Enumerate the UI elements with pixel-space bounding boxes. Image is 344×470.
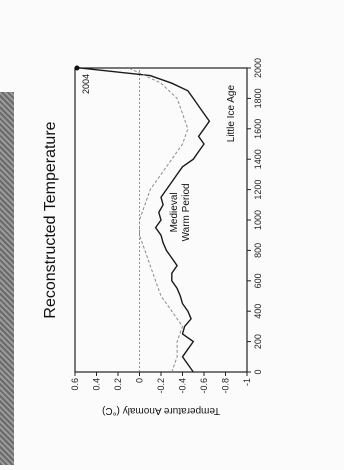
y-tick-label: 0.4 bbox=[92, 378, 102, 391]
x-tick-label: 1600 bbox=[253, 119, 263, 139]
x-tick-label: 600 bbox=[253, 273, 263, 288]
x-tick-label: 2000 bbox=[253, 58, 263, 78]
y-tick-label: -0.8 bbox=[221, 378, 231, 394]
x-tick-label: 1200 bbox=[253, 180, 263, 200]
x-tick-label: 400 bbox=[253, 304, 263, 319]
y-tick-label: 0 bbox=[135, 378, 145, 383]
chart-title: Reconstructed Temperature bbox=[42, 121, 59, 318]
medieval-annotation: Medieval bbox=[169, 192, 180, 232]
little-ice-age-annotation: Little Ice Age bbox=[226, 85, 237, 143]
rotated-chart-group: 0.6 0.4 0.2 0 -0.2 -0.4 -0.6 -0.8 -1020040060080… bbox=[42, 58, 263, 416]
y-axis-label: Temperature Anomaly (°C) bbox=[102, 405, 220, 416]
y-tick-label: -0.6 bbox=[199, 378, 209, 394]
y-tick-label: -1 bbox=[242, 378, 252, 386]
y-tick-label: 0.6 bbox=[70, 378, 80, 391]
x-tick-label: 1000 bbox=[253, 210, 263, 230]
medieval-annotation: Warm Period bbox=[181, 183, 192, 241]
series-line-1 bbox=[74, 66, 211, 373]
x-tick-label: 800 bbox=[253, 243, 263, 258]
x-tick-label: 0 bbox=[253, 369, 263, 374]
y-tick-label: 0.2 bbox=[113, 378, 123, 391]
y-tick-label: -0.2 bbox=[156, 378, 166, 394]
end-marker-point bbox=[74, 65, 80, 71]
x-tick-label: 1400 bbox=[253, 149, 263, 169]
end-marker-label: 2004 bbox=[81, 74, 91, 94]
x-tick-label: 1800 bbox=[253, 88, 263, 108]
y-tick-label: -0.4 bbox=[178, 378, 188, 394]
x-tick-label: 200 bbox=[253, 334, 263, 349]
decorative-side-strip bbox=[0, 92, 14, 465]
